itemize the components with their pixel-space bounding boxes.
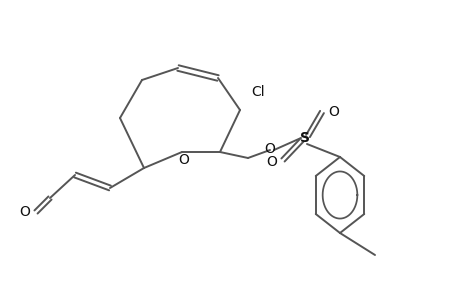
Text: O: O: [266, 155, 276, 169]
Text: O: O: [264, 142, 275, 156]
Text: O: O: [327, 105, 338, 119]
Text: O: O: [19, 205, 30, 219]
Text: S: S: [299, 131, 309, 145]
Text: Cl: Cl: [251, 85, 264, 99]
Text: O: O: [178, 153, 189, 167]
